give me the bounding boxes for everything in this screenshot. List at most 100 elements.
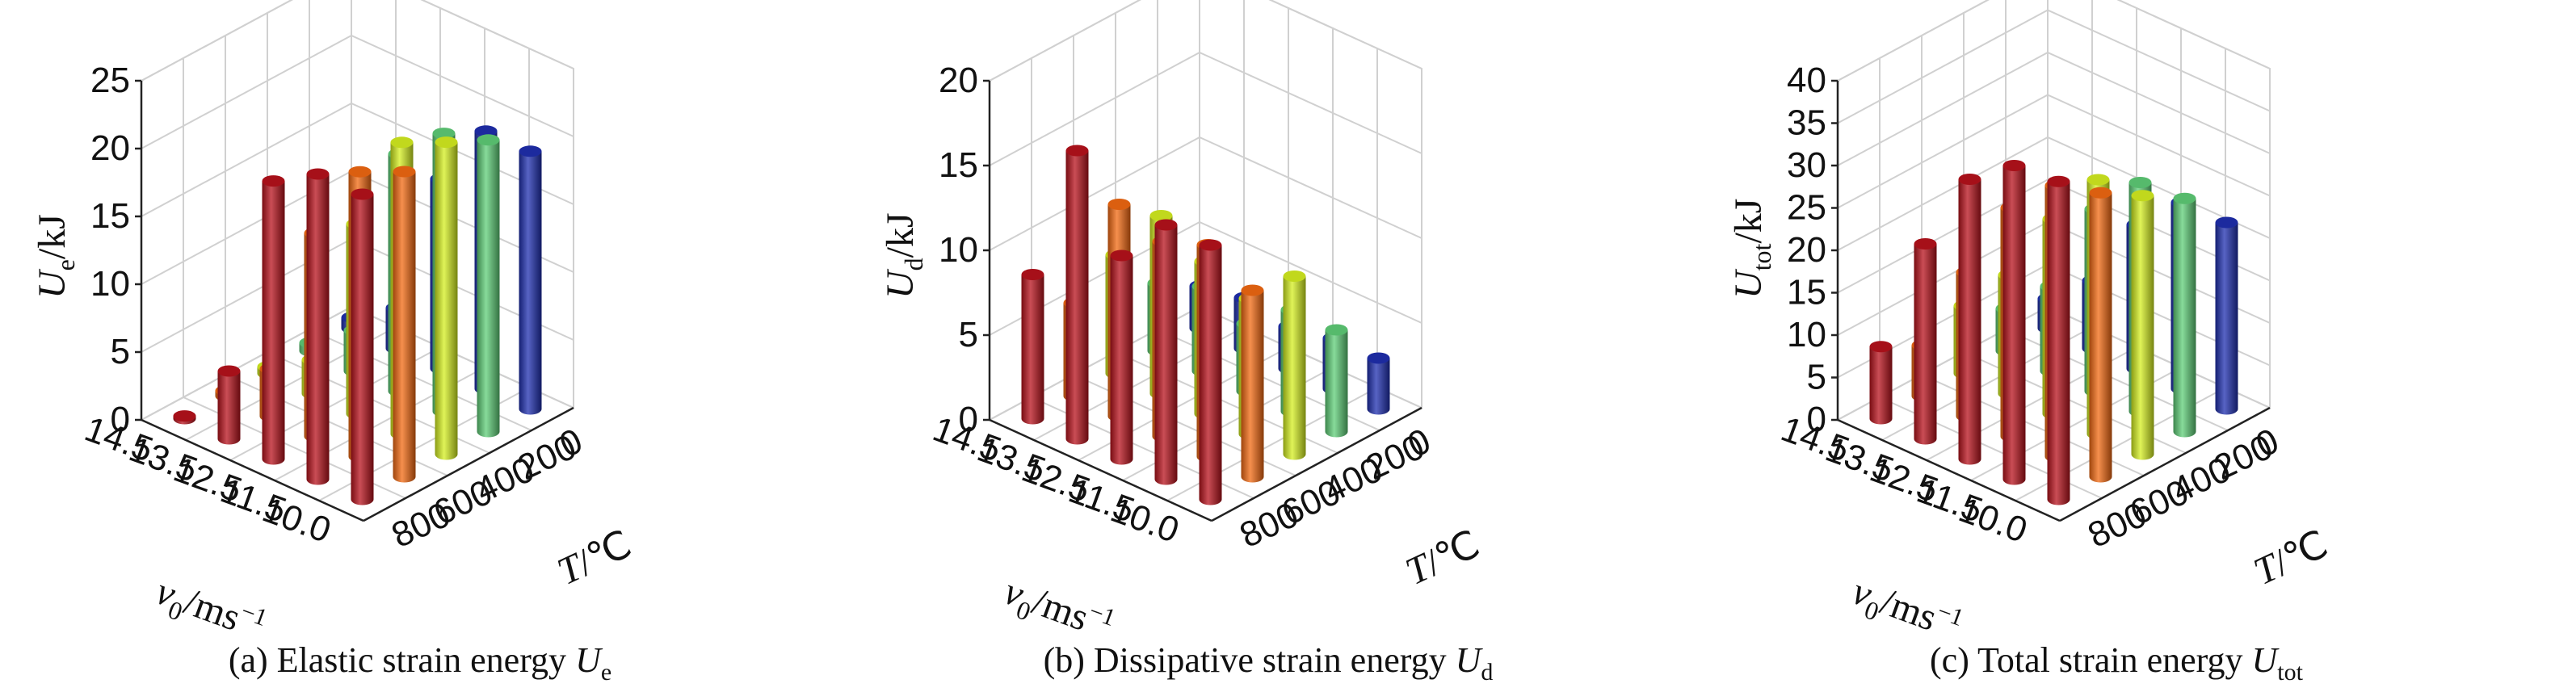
z-axis-sub: tot xyxy=(1747,243,1776,271)
z-tick-label: 25 xyxy=(1787,188,1826,228)
bar-r2-c0 xyxy=(1958,174,1981,465)
bar-body xyxy=(1241,290,1264,483)
caption-prefix: (b) Dissipative strain energy xyxy=(1044,640,1456,680)
y-axis-line xyxy=(2059,406,2271,522)
bar-top xyxy=(1914,238,1937,250)
z-tick-label: 0 xyxy=(959,400,978,439)
chart-panel-3: 0510152025303540Utot/kJ14.513.512.511.51… xyxy=(1727,0,2334,686)
bar-r0-c0 xyxy=(1021,269,1044,425)
z-axis-sym: U xyxy=(31,268,74,299)
x-axis-unit: /ms xyxy=(1875,580,1942,640)
bar-body xyxy=(2089,192,2112,483)
bar-top xyxy=(1107,199,1131,210)
bar-r4-c4 xyxy=(519,145,542,415)
bar-r0-c0 xyxy=(173,410,196,425)
bar-r4-c2 xyxy=(435,136,458,460)
z-tick-label: 20 xyxy=(939,61,978,100)
y-axis-label: T/℃ xyxy=(2247,522,2334,593)
chart-panel-1: 0510152025Ue/kJ14.513.512.511.510.0v0/ms… xyxy=(31,0,638,686)
bar-body xyxy=(477,140,500,438)
bar-r1-c0 xyxy=(217,365,241,445)
bar-body xyxy=(1869,346,1893,425)
bar-body xyxy=(1325,329,1348,438)
bar-body xyxy=(2131,195,2154,460)
bar-body xyxy=(1199,245,1222,505)
bar-r3-c0 xyxy=(2002,160,2026,485)
z-gridline xyxy=(989,136,1422,251)
bar-top xyxy=(519,145,542,157)
bar-body xyxy=(393,171,416,483)
z-axis-unit: /kJ xyxy=(31,214,74,259)
bar-r4-c0 xyxy=(2047,175,2070,505)
bar-top xyxy=(2131,190,2154,202)
x-axis-line xyxy=(989,418,1212,522)
bar-r4-c4 xyxy=(2215,216,2238,415)
bar-body xyxy=(519,151,542,415)
bar-r4-c3 xyxy=(1325,324,1348,438)
bar-body xyxy=(2215,222,2238,415)
z-tick-label: 15 xyxy=(939,145,978,185)
bar-body xyxy=(306,174,330,485)
z-gridline xyxy=(1837,51,2271,166)
bar-top xyxy=(477,134,500,146)
z-tick-label: 20 xyxy=(1787,230,1826,270)
bar-body xyxy=(435,142,458,460)
bar-top xyxy=(2002,160,2026,171)
bar-body xyxy=(262,181,285,465)
z-gridline xyxy=(1837,94,2271,209)
z-axis-sub: e xyxy=(51,259,80,271)
bar-r3-c0 xyxy=(306,168,330,485)
bar-r4-c2 xyxy=(1283,271,1306,460)
bar-top xyxy=(2086,174,2110,186)
x-axis-line xyxy=(1837,418,2061,522)
bar-body xyxy=(1110,255,1133,465)
z-tick-label: 10 xyxy=(90,264,130,304)
x-axis-unit: /ms xyxy=(1027,580,1094,640)
caption-sub: tot xyxy=(2277,659,2303,686)
z-tick-label: 0 xyxy=(1807,400,1826,439)
z-gridline xyxy=(989,0,1422,82)
bar-top xyxy=(2128,177,2152,188)
bar-r4-c3 xyxy=(2173,192,2196,438)
z-tick-label: 5 xyxy=(111,332,130,371)
z-gridline xyxy=(989,51,1422,166)
y-axis-line xyxy=(363,406,574,522)
bar-body xyxy=(1283,276,1306,460)
bar-top xyxy=(306,168,330,180)
bar-top xyxy=(2215,216,2238,229)
z-tick-label: 25 xyxy=(90,61,130,100)
bar-r4-c0 xyxy=(1199,239,1222,505)
bar-body xyxy=(2173,198,2196,438)
caption-sym: U xyxy=(2252,640,2280,680)
bar-top xyxy=(1367,352,1390,364)
z-axis-label: Ue/kJ xyxy=(31,214,80,299)
bar-r2-c0 xyxy=(262,175,285,465)
caption-sub: d xyxy=(1481,659,1493,686)
z-tick-label: 5 xyxy=(959,315,978,354)
caption-prefix: (c) Total strain energy xyxy=(1930,640,2252,680)
bar-r4-c4 xyxy=(1367,352,1390,415)
panel-caption: (b) Dissipative strain energy Ud xyxy=(1044,640,1494,686)
panel-caption: (c) Total strain energy Utot xyxy=(1930,640,2304,686)
caption-sym: U xyxy=(575,640,603,680)
caption-prefix: (a) Elastic strain energy xyxy=(229,640,575,680)
bar-body xyxy=(2047,181,2070,505)
bar-top xyxy=(390,136,414,149)
bar-body xyxy=(217,371,241,445)
x-tick-label: 10.0 xyxy=(258,490,336,551)
bar-r3-c0 xyxy=(1154,219,1178,485)
z-tick-label: 20 xyxy=(90,128,130,168)
bar-top xyxy=(435,136,458,149)
bar-r4-c1 xyxy=(1241,284,1264,483)
x-tick-label: 10.0 xyxy=(1106,490,1184,551)
y-axis-label: T/℃ xyxy=(1399,522,1486,593)
bar-body xyxy=(1154,224,1178,485)
z-tick-label: 10 xyxy=(939,230,978,270)
bar-r1-c0 xyxy=(1914,238,1937,445)
bar-body xyxy=(1914,244,1937,445)
z-gridline xyxy=(1837,9,2271,124)
bar-top xyxy=(262,175,285,187)
bar-r4-c1 xyxy=(393,166,416,483)
bar-r4-c0 xyxy=(351,188,374,505)
